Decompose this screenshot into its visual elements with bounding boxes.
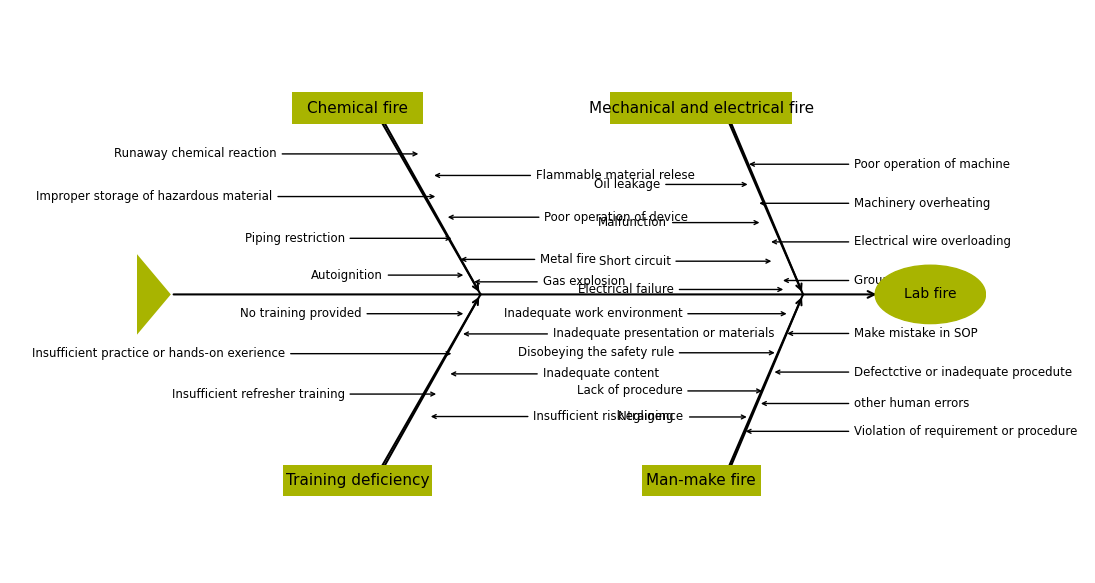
FancyBboxPatch shape [284, 465, 431, 497]
Text: Ground fault: Ground fault [854, 274, 929, 287]
Text: Poor operation of device: Poor operation of device [544, 210, 689, 224]
FancyBboxPatch shape [610, 93, 793, 124]
Text: Flammable material relese: Flammable material relese [535, 169, 694, 182]
Text: Oil leakage: Oil leakage [595, 178, 660, 191]
Text: Electrical failure: Electrical failure [578, 283, 675, 296]
Text: Metal fire: Metal fire [540, 253, 596, 266]
Text: Defectctive or inadequate procedute: Defectctive or inadequate procedute [854, 366, 1072, 378]
Text: Inadequate work environment: Inadequate work environment [504, 307, 682, 320]
Text: Gas explosion: Gas explosion [542, 275, 625, 289]
FancyBboxPatch shape [642, 465, 761, 497]
Text: Insufficient refresher training: Insufficient refresher training [172, 388, 345, 401]
Text: Lab fire: Lab fire [904, 287, 957, 301]
Text: Insufficient risk training: Insufficient risk training [533, 410, 673, 423]
Text: Runaway chemical reaction: Runaway chemical reaction [114, 147, 277, 160]
Text: Improper storage of hazardous material: Improper storage of hazardous material [36, 190, 273, 203]
Text: Violation of requirement or procedure: Violation of requirement or procedure [854, 425, 1077, 438]
Circle shape [875, 265, 986, 324]
FancyBboxPatch shape [291, 93, 424, 124]
Text: Mechanical and electrical fire: Mechanical and electrical fire [589, 101, 814, 115]
Text: Electrical wire overloading: Electrical wire overloading [854, 236, 1011, 248]
Text: Chemical fire: Chemical fire [307, 101, 408, 115]
Text: other human errors: other human errors [854, 397, 969, 410]
Text: No training provided: No training provided [240, 307, 361, 320]
Text: Lack of procedure: Lack of procedure [577, 384, 682, 398]
Text: Negligence: Negligence [618, 410, 684, 423]
Text: Insufficient practice or hands-on exerience: Insufficient practice or hands-on exerie… [32, 347, 286, 360]
Text: Inadequate presentation or materials: Inadequate presentation or materials [553, 328, 774, 340]
Polygon shape [137, 254, 171, 335]
Text: Short circuit: Short circuit [599, 255, 670, 268]
Text: Training deficiency: Training deficiency [286, 473, 429, 488]
Text: Autoignition: Autoignition [311, 269, 383, 282]
Text: Inadequate content: Inadequate content [542, 367, 659, 380]
Text: Machinery overheating: Machinery overheating [854, 197, 990, 210]
Text: Disobeying the safety rule: Disobeying the safety rule [518, 346, 675, 359]
Text: Piping restriction: Piping restriction [244, 232, 345, 245]
Text: Malfunction: Malfunction [598, 216, 667, 229]
Text: Make mistake in SOP: Make mistake in SOP [854, 327, 978, 340]
Text: Poor operation of machine: Poor operation of machine [854, 158, 1010, 171]
Text: Man-make fire: Man-make fire [646, 473, 756, 488]
